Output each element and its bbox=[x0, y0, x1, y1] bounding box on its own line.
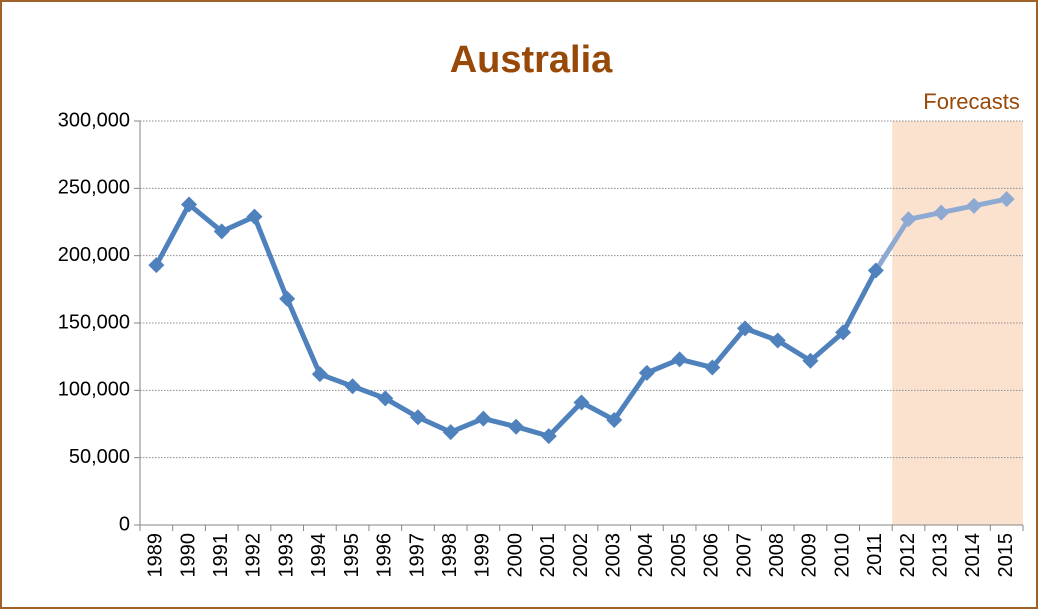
marker bbox=[802, 352, 819, 369]
x-tick-label: 2008 bbox=[766, 533, 788, 578]
x-tick-label: 2009 bbox=[799, 533, 821, 578]
y-tick-label: 0 bbox=[119, 513, 130, 535]
x-tick-label: 1991 bbox=[210, 533, 232, 578]
x-tick-label: 1996 bbox=[374, 533, 396, 578]
marker bbox=[606, 411, 623, 428]
x-tick-label: 1990 bbox=[177, 533, 199, 578]
marker bbox=[769, 332, 786, 349]
marker bbox=[148, 257, 165, 274]
x-tick-label: 2013 bbox=[930, 533, 952, 578]
marker bbox=[311, 366, 328, 383]
marker bbox=[344, 378, 361, 395]
x-tick-label: 2004 bbox=[635, 533, 657, 578]
x-tick-label: 2007 bbox=[733, 533, 755, 578]
x-tick-label: 2012 bbox=[897, 533, 919, 578]
forecast-marker bbox=[998, 191, 1015, 208]
marker bbox=[835, 324, 852, 341]
marker bbox=[246, 208, 263, 225]
marker bbox=[638, 364, 655, 381]
x-tick-label: 2015 bbox=[995, 533, 1017, 578]
x-tick-label: 1997 bbox=[406, 533, 428, 578]
y-tick-label: 100,000 bbox=[58, 379, 130, 401]
x-tick-label: 2014 bbox=[962, 533, 984, 578]
x-tick-label: 1992 bbox=[243, 533, 265, 578]
marker bbox=[377, 390, 394, 407]
y-tick-label: 250,000 bbox=[58, 177, 130, 199]
x-tick-label: 2010 bbox=[831, 533, 853, 578]
forecast-marker bbox=[933, 204, 950, 221]
x-tick-label: 2011 bbox=[864, 533, 886, 576]
marker bbox=[540, 428, 557, 445]
x-tick-label: 2003 bbox=[602, 533, 624, 578]
marker bbox=[409, 409, 426, 426]
marker bbox=[213, 223, 230, 240]
x-tick-label: 2002 bbox=[570, 533, 592, 578]
marker bbox=[737, 320, 754, 337]
x-tick-label: 2001 bbox=[537, 533, 559, 578]
marker bbox=[867, 262, 884, 279]
y-tick-label: 50,000 bbox=[69, 446, 130, 468]
y-tick-label: 200,000 bbox=[58, 244, 130, 266]
x-tick-label: 1998 bbox=[439, 533, 461, 578]
marker bbox=[279, 290, 296, 307]
forecast-marker bbox=[900, 211, 917, 228]
x-tick-label: 1993 bbox=[275, 533, 297, 578]
marker bbox=[475, 410, 492, 427]
marker bbox=[181, 196, 198, 213]
marker bbox=[508, 418, 525, 435]
marker bbox=[442, 424, 459, 441]
x-tick-label: 1989 bbox=[145, 533, 167, 578]
chart-title: Australia bbox=[450, 39, 613, 81]
x-tick-label: 2005 bbox=[668, 533, 690, 578]
x-tick-label: 1994 bbox=[308, 533, 330, 578]
x-tick-label: 2000 bbox=[504, 533, 526, 578]
marker bbox=[671, 351, 688, 368]
forecast-marker bbox=[965, 197, 982, 214]
forecast-label: Forecasts bbox=[923, 89, 1020, 114]
y-tick-label: 150,000 bbox=[58, 311, 130, 333]
marker bbox=[704, 359, 721, 376]
x-tick-label: 1995 bbox=[341, 533, 363, 578]
marker bbox=[573, 394, 590, 411]
y-tick-label: 300,000 bbox=[58, 109, 130, 131]
x-tick-label: 1999 bbox=[472, 533, 494, 578]
x-tick-label: 2006 bbox=[701, 533, 723, 578]
